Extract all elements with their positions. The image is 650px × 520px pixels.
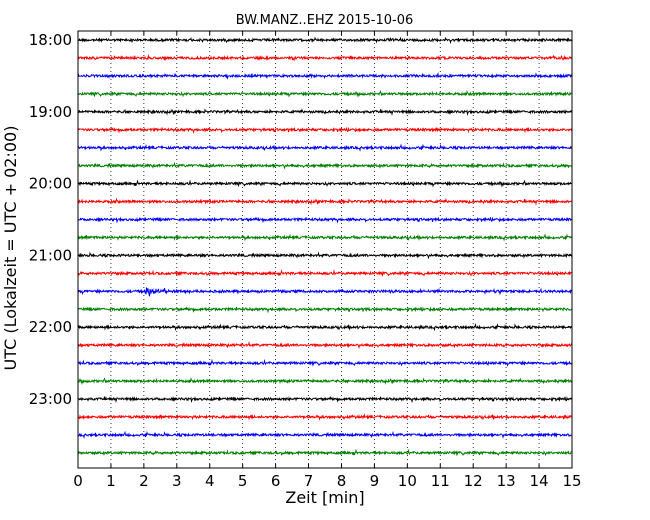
x-tick-label: 13 <box>497 472 516 490</box>
x-tick-label: 2 <box>139 472 149 490</box>
plot-frame <box>77 30 573 469</box>
y-tick-label: 21:00 <box>29 246 72 264</box>
trace-1900 <box>77 108 573 116</box>
trace-1815 <box>77 53 573 62</box>
x-tick-label: 14 <box>530 472 549 490</box>
x-tick-label: 0 <box>73 472 83 490</box>
trace-2115 <box>77 269 573 277</box>
trace-1915 <box>77 126 573 134</box>
x-tick-label: 15 <box>562 472 581 490</box>
x-tick-label: 8 <box>337 472 347 490</box>
trace-2330 <box>77 430 573 440</box>
x-tick-label: 9 <box>370 472 380 490</box>
x-tick-label: 7 <box>304 472 314 490</box>
trace-2300 <box>77 395 573 404</box>
y-axis-ticks: 18:00 19:00 20:00 21:00 22:00 23:00 <box>29 31 572 408</box>
trace-1800 <box>77 36 573 45</box>
chart-title: BW.MANZ..EHZ 2015-10-06 <box>236 13 414 28</box>
trace-2345 <box>77 448 573 457</box>
y-tick-label: 18:00 <box>29 31 72 49</box>
trace-2000 <box>77 179 573 188</box>
x-tick-label: 6 <box>271 472 281 490</box>
trace-2230 <box>77 358 573 367</box>
y-tick-label: 19:00 <box>29 103 72 121</box>
trace-1930 <box>77 143 572 152</box>
y-tick-label: 20:00 <box>29 175 72 193</box>
trace-1945 <box>77 161 573 170</box>
x-tick-label: 10 <box>398 472 417 490</box>
trace-2200 <box>77 322 573 332</box>
trace-1830 <box>77 72 573 80</box>
x-tick-label: 1 <box>106 472 116 490</box>
vertical-grid <box>110 31 540 468</box>
trace-2100 <box>77 251 573 260</box>
trace-2015 <box>77 197 573 206</box>
x-tick-label: 5 <box>238 472 248 490</box>
x-tick-label: 3 <box>172 472 182 490</box>
seismogram-traces <box>77 36 573 457</box>
y-tick-label: 22:00 <box>29 318 72 336</box>
trace-2215 <box>77 340 573 350</box>
trace-1845 <box>77 89 573 98</box>
x-tick-label: 4 <box>205 472 215 490</box>
x-axis-ticks: 0 1 2 3 4 5 6 7 8 9 10 11 12 13 14 15 <box>73 31 582 490</box>
trace-2245 <box>77 377 573 386</box>
y-axis-label: UTC (Lokalzeit = UTC + 02:00) <box>1 126 20 371</box>
trace-2030 <box>77 216 573 224</box>
trace-2130 <box>77 287 573 297</box>
x-axis-label: Zeit [min] <box>285 488 364 507</box>
x-tick-label: 12 <box>464 472 483 490</box>
trace-2145 <box>77 306 573 314</box>
trace-2045 <box>77 233 573 242</box>
x-tick-label: 11 <box>431 472 450 490</box>
y-tick-label: 23:00 <box>29 390 72 408</box>
trace-2315 <box>77 413 573 421</box>
